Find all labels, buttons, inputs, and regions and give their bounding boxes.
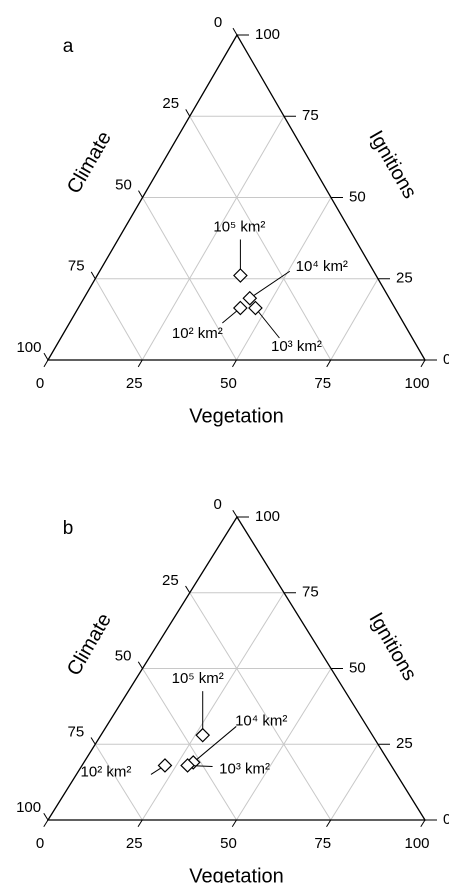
tick-mark [232, 359, 237, 368]
grid-line [330, 278, 379, 361]
climate-tick-label: 50 [115, 176, 132, 193]
ignitions-tick-label: 100 [255, 508, 280, 525]
point-label: 10⁵ km² [172, 670, 224, 687]
leader-line [255, 307, 280, 339]
grid-line [141, 592, 285, 821]
data-point [248, 300, 263, 316]
point-label: 10⁴ km² [296, 258, 348, 275]
point-label: 10² km² [81, 763, 132, 780]
point-label: 10⁴ km² [235, 712, 287, 729]
vegetation-tick-label: 50 [220, 835, 237, 852]
point-label: 10³ km² [219, 760, 270, 777]
ignitions-tick-label: 0 [443, 811, 449, 828]
tick-mark [137, 819, 143, 828]
vegetation-tick-label: 100 [404, 375, 429, 392]
tick-mark [137, 359, 143, 368]
tick-mark [326, 819, 332, 828]
tick-mark [43, 812, 49, 821]
climate-tick-label: 0 [214, 14, 222, 31]
ignitions-tick-label: 75 [302, 584, 319, 601]
data-point [233, 300, 248, 316]
tick-mark [43, 819, 49, 828]
vegetation-tick-label: 75 [314, 835, 331, 852]
climate-tick-label: 75 [68, 258, 85, 275]
vegetation-tick-label: 0 [36, 835, 44, 852]
tick-mark [90, 737, 96, 745]
tick-mark [232, 509, 238, 518]
triangle-frame [46, 515, 427, 821]
ignitions-tick-label: 25 [396, 270, 413, 287]
data-point [195, 727, 211, 743]
climate-tick-label: 0 [213, 496, 221, 513]
axis-title: Ignitions [364, 127, 420, 203]
tick-mark [185, 109, 191, 117]
axis-title: Climate [63, 128, 116, 198]
ignitions-tick-label: 100 [255, 26, 280, 43]
ignitions-tick-label: 50 [349, 659, 366, 676]
tick-mark [231, 819, 237, 828]
climate-tick-label: 100 [16, 339, 41, 356]
tick-mark [137, 661, 143, 669]
grid-line [330, 743, 379, 821]
ignitions-tick-label: 50 [349, 188, 366, 205]
data-point [242, 290, 258, 306]
grid-line [94, 278, 143, 361]
tick-mark [90, 271, 96, 280]
ignitions-tick-label: 75 [302, 107, 319, 124]
tick-mark [43, 352, 49, 361]
tick-mark [43, 359, 49, 368]
vegetation-tick-label: 25 [126, 835, 143, 852]
ignitions-tick-label: 25 [396, 735, 413, 752]
panel-label: b [63, 518, 74, 539]
vegetation-tick-label: 50 [220, 375, 237, 392]
climate-tick-label: 75 [68, 723, 85, 740]
vegetation-tick-label: 75 [314, 375, 331, 392]
data-point [233, 268, 248, 283]
data-point [157, 758, 173, 773]
vegetation-tick-label: 0 [36, 375, 44, 392]
leader-line [192, 726, 237, 763]
triangle-frame [46, 33, 427, 361]
panel-label: a [63, 36, 74, 57]
climate-tick-label: 100 [16, 799, 41, 816]
data-point [180, 758, 195, 773]
axis-title: Climate [63, 610, 116, 680]
climate-tick-label: 25 [162, 95, 179, 112]
grid-line [141, 115, 285, 361]
ignitions-tick-label: 0 [443, 351, 449, 368]
point-label: 10² km² [172, 325, 223, 342]
leader-line [249, 270, 291, 299]
grid-line [189, 115, 332, 361]
grid-line [189, 592, 332, 821]
tick-mark [232, 27, 238, 36]
axis-title: Vegetation [189, 865, 284, 883]
climate-tick-label: 50 [115, 648, 132, 665]
tick-mark [420, 359, 426, 368]
tick-mark [326, 359, 332, 368]
axis-title: Vegetation [189, 405, 284, 427]
axis-title: Ignitions [364, 609, 420, 685]
vegetation-tick-label: 25 [126, 375, 143, 392]
vegetation-tick-label: 100 [404, 835, 429, 852]
climate-tick-label: 25 [162, 572, 179, 589]
tick-mark [138, 190, 143, 198]
point-label: 10³ km² [271, 338, 322, 355]
point-label: 10⁵ km² [213, 218, 265, 235]
tick-mark [420, 819, 426, 828]
grid-line [94, 743, 143, 821]
tick-mark [185, 585, 191, 594]
